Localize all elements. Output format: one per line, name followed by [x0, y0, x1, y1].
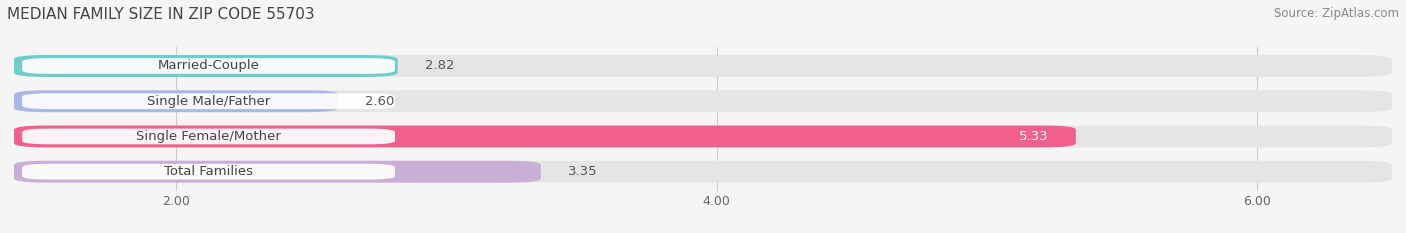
FancyBboxPatch shape	[22, 129, 395, 144]
FancyBboxPatch shape	[22, 58, 395, 74]
FancyBboxPatch shape	[22, 164, 395, 180]
Text: Single Female/Mother: Single Female/Mother	[136, 130, 281, 143]
FancyBboxPatch shape	[14, 161, 541, 183]
Text: 5.33: 5.33	[1019, 130, 1049, 143]
Text: Total Families: Total Families	[165, 165, 253, 178]
Text: 3.35: 3.35	[568, 165, 598, 178]
FancyBboxPatch shape	[14, 126, 1392, 147]
FancyBboxPatch shape	[14, 126, 1076, 147]
FancyBboxPatch shape	[14, 90, 1392, 112]
FancyBboxPatch shape	[14, 55, 398, 77]
Text: MEDIAN FAMILY SIZE IN ZIP CODE 55703: MEDIAN FAMILY SIZE IN ZIP CODE 55703	[7, 7, 315, 22]
FancyBboxPatch shape	[14, 55, 1392, 77]
FancyBboxPatch shape	[22, 93, 395, 109]
FancyBboxPatch shape	[14, 90, 339, 112]
Text: Single Male/Father: Single Male/Father	[148, 95, 270, 108]
Text: Source: ZipAtlas.com: Source: ZipAtlas.com	[1274, 7, 1399, 20]
Text: 2.82: 2.82	[425, 59, 454, 72]
FancyBboxPatch shape	[14, 161, 1392, 183]
Text: 2.60: 2.60	[366, 95, 395, 108]
Text: Married-Couple: Married-Couple	[157, 59, 260, 72]
